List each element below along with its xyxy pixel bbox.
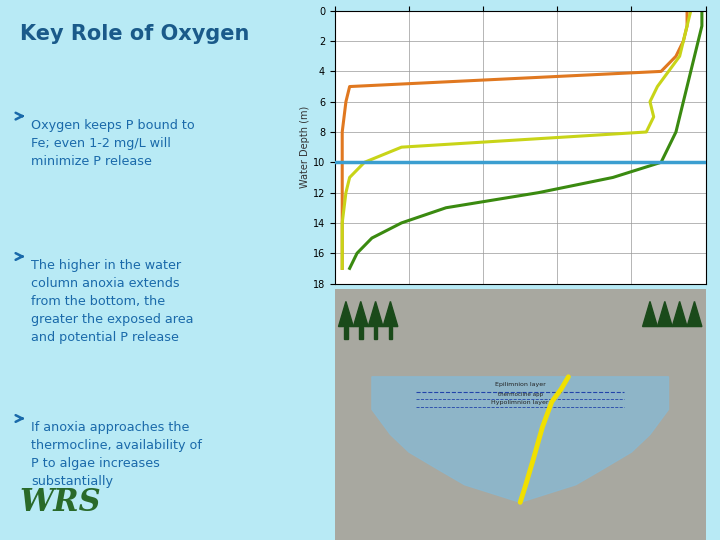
Polygon shape xyxy=(374,327,377,339)
Polygon shape xyxy=(657,301,672,327)
Polygon shape xyxy=(354,301,368,327)
Text: Oxygen keeps P bound to
Fe; even 1-2 mg/L will
minimize P release: Oxygen keeps P bound to Fe; even 1-2 mg/… xyxy=(31,119,195,168)
Text: Epilimnion layer: Epilimnion layer xyxy=(495,382,546,387)
Text: Hypolimnion layer: Hypolimnion layer xyxy=(492,400,549,406)
Y-axis label: Water Depth (m): Water Depth (m) xyxy=(300,106,310,188)
Polygon shape xyxy=(344,327,348,339)
Polygon shape xyxy=(368,301,383,327)
Polygon shape xyxy=(642,301,657,327)
Polygon shape xyxy=(383,301,398,327)
Text: WRS: WRS xyxy=(19,488,102,518)
Polygon shape xyxy=(372,377,668,502)
Polygon shape xyxy=(389,327,392,339)
Text: If anoxia approaches the
thermocline, availability of
P to algae increases
subst: If anoxia approaches the thermocline, av… xyxy=(31,421,202,488)
Text: The higher in the water
column anoxia extends
from the bottom, the
greater the e: The higher in the water column anoxia ex… xyxy=(31,259,194,344)
Text: Key Role of Oxygen: Key Role of Oxygen xyxy=(19,24,249,44)
Polygon shape xyxy=(672,301,687,327)
Polygon shape xyxy=(338,301,354,327)
Text: thermocline app: thermocline app xyxy=(498,392,543,396)
Polygon shape xyxy=(687,301,702,327)
Polygon shape xyxy=(359,327,363,339)
